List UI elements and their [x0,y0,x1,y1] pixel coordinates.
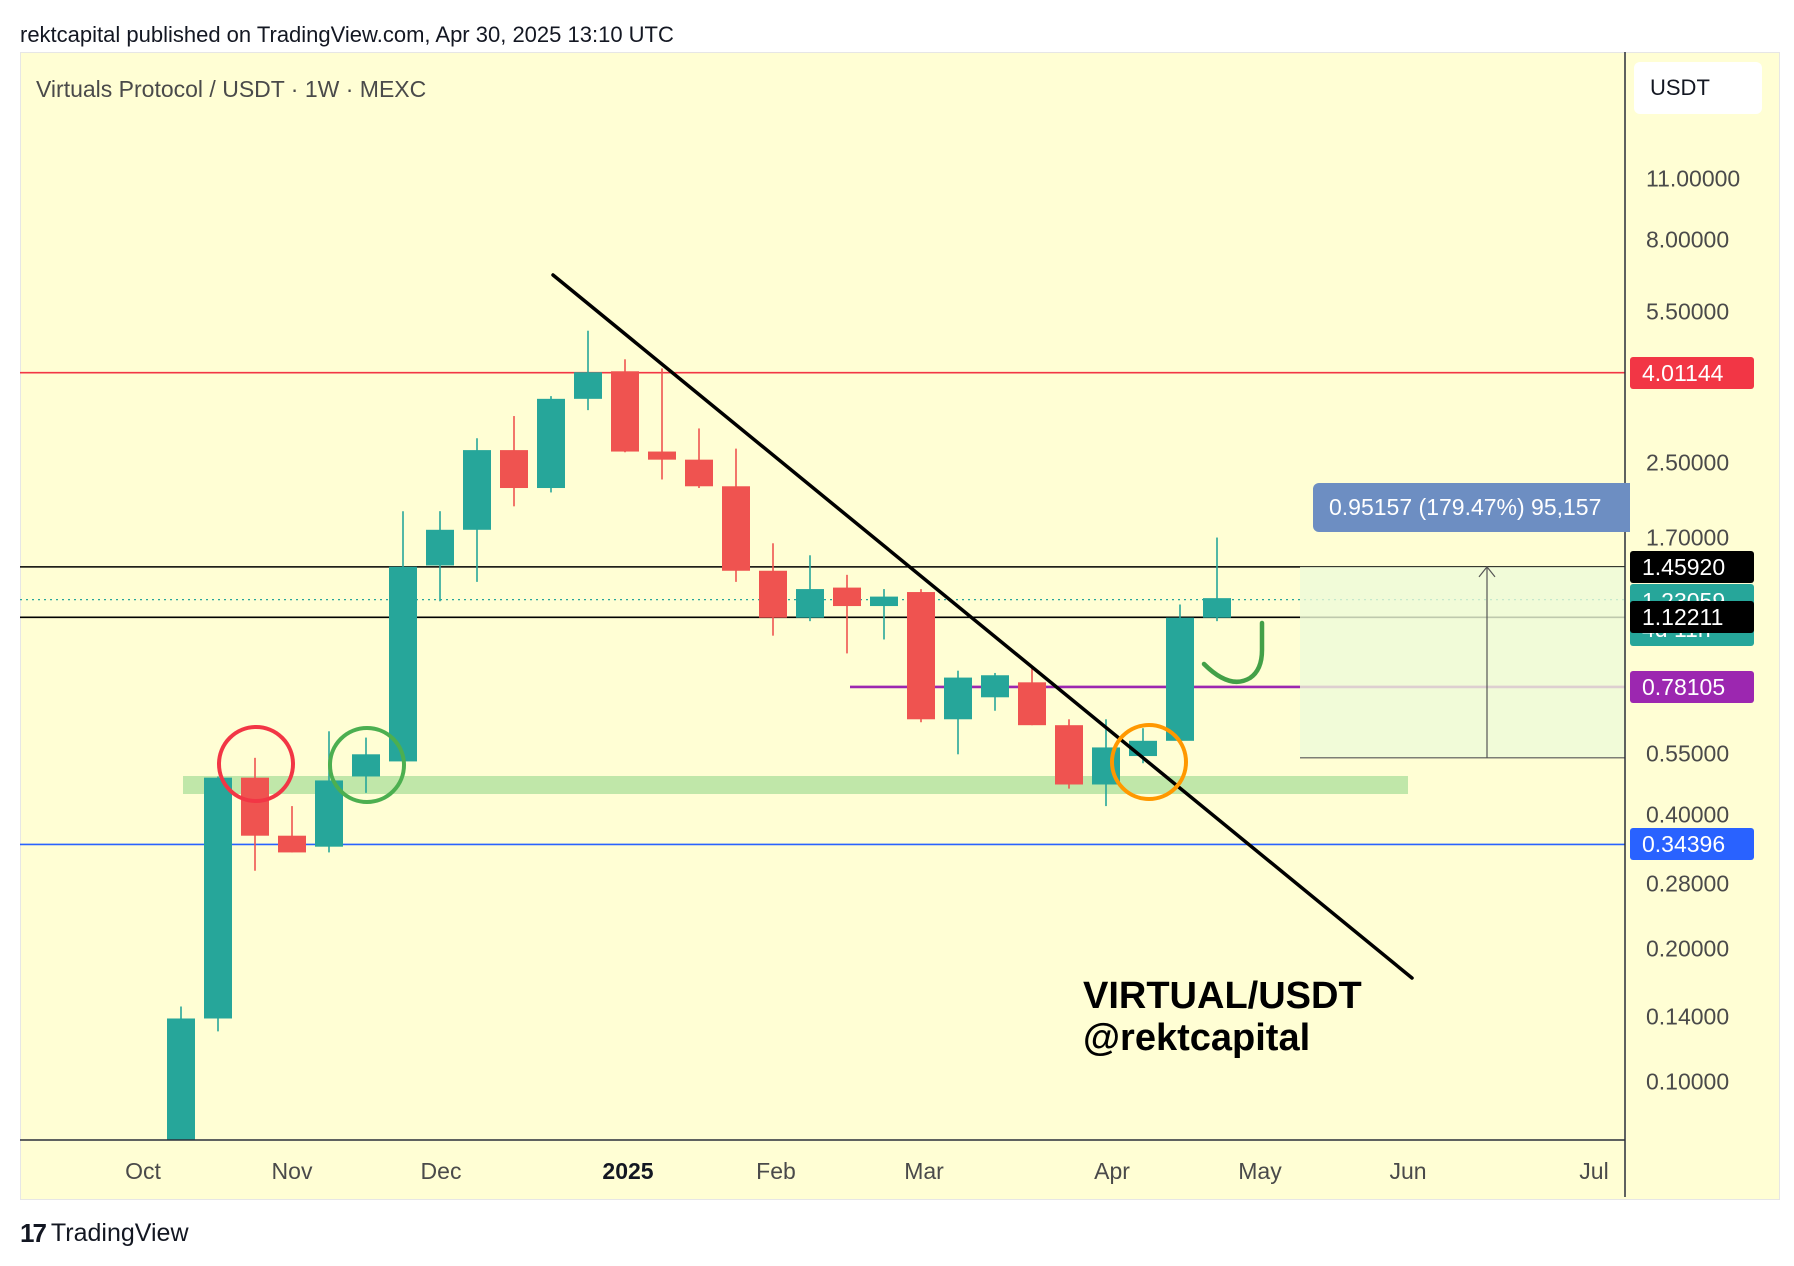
price-tick-label: 8.00000 [1646,226,1730,253]
candle-10[interactable] [537,396,565,493]
candle-23[interactable] [1018,666,1046,726]
measure-tooltip: 0.95157 (179.47%) 95,157 [1313,483,1630,532]
currency-selector[interactable]: USDT [1634,62,1762,114]
price-tick-label: 0.28000 [1646,870,1730,897]
candle-body [241,777,269,836]
candle-27[interactable] [1166,604,1194,745]
candle-body [463,450,491,530]
candle-8[interactable] [463,438,491,582]
candle-body [870,596,898,607]
candle-19[interactable] [870,589,898,640]
candle-body [833,587,861,607]
price-tick-label: 0.20000 [1646,935,1730,962]
measure-arrow-head [1478,565,1496,578]
candle-body [722,486,750,571]
time-tick-label: Apr [1094,1158,1130,1184]
candle-body [389,566,417,762]
price-tick-label: 1.70000 [1646,524,1730,551]
price-tick-label: 5.50000 [1646,298,1730,325]
candle-6[interactable] [389,511,417,766]
price-tick-label: 0.14000 [1646,1003,1730,1030]
candle-2[interactable] [241,757,269,871]
watermark-pair: VIRTUAL/USDT [1083,975,1362,1017]
candle-12[interactable] [611,359,639,453]
candle-13[interactable] [648,368,676,480]
green-circle-marker[interactable] [328,726,406,804]
candle-body [204,777,232,1019]
price-tick-label: 0.55000 [1646,740,1730,767]
candle-22[interactable] [981,672,1009,711]
price-tick-label: 0.40000 [1646,801,1730,828]
candle-body [685,459,713,487]
publish-header: rektcapital published on TradingView.com… [20,22,674,47]
time-tick-label: Dec [420,1158,462,1184]
candle-16[interactable] [759,543,787,636]
candle-body [500,450,528,489]
candle-20[interactable] [907,589,935,723]
candle-0[interactable] [167,1006,195,1140]
candle-body [1203,598,1231,618]
candle-14[interactable] [685,428,713,489]
symbol-title[interactable]: Virtuals Protocol / USDT · 1W · MEXC [36,76,427,102]
candle-9[interactable] [500,416,528,507]
candle-body [278,835,306,853]
price-badge-resistance: 4.01144 [1630,356,1754,389]
orange-circle-marker[interactable] [1110,723,1188,801]
price-badge-range-high: 1.45920 [1630,550,1754,583]
candle-5[interactable] [352,737,380,793]
candle-body [1055,725,1083,785]
green-hook-marker[interactable] [1201,620,1265,684]
candle-body [648,451,676,460]
candle-7[interactable] [426,511,454,602]
candle-body [611,371,639,452]
price-tick-label: 11.00000 [1646,165,1741,192]
time-tick-label: Nov [271,1158,313,1184]
candle-body [1018,682,1046,726]
candle-body [981,675,1009,698]
candle-28[interactable] [1203,537,1231,622]
candle-body [537,398,565,489]
candle-body [352,754,380,777]
time-tick-label: 2025 [602,1158,654,1184]
time-tick-label: Mar [904,1158,944,1184]
candle-body [944,677,972,720]
measure-range[interactable] [1300,566,1625,758]
candle-body [167,1018,195,1140]
time-tick-label: Feb [756,1158,796,1184]
tradingview-logo-text: TradingView [50,1219,189,1247]
candle-body [574,372,602,399]
downtrend-line[interactable] [551,273,1414,980]
red-circle-marker[interactable] [217,725,295,803]
tradingview-logo[interactable]: 17 TradingView [20,1218,189,1249]
watermark-author: @rektcapital [1083,1017,1311,1059]
price-badge-purple-level: 0.78105 [1630,670,1754,703]
candle-body [315,780,343,847]
candle-body [426,529,454,566]
candle-3[interactable] [278,806,306,853]
candle-1[interactable] [204,776,232,1032]
tradingview-logo-icon: 17 [20,1218,47,1248]
candle-24[interactable] [1055,719,1083,789]
time-tick-label: Jul [1579,1158,1609,1184]
candle-21[interactable] [944,670,972,755]
price-badge-range-low: 1.12211 [1630,601,1754,634]
chart-watermark: VIRTUAL/USDT @rektcapital [1083,975,1362,1059]
candle-body [796,589,824,618]
candle-18[interactable] [833,574,861,654]
candle-body [907,592,935,720]
candle-body [1166,617,1194,741]
price-tick-label: 0.10000 [1646,1068,1730,1095]
price-tick-label: 2.50000 [1646,449,1730,476]
candle-4[interactable] [315,731,343,853]
time-tick-label: Jun [1389,1158,1427,1184]
price-badge-support: 0.34396 [1630,828,1754,861]
candle-body [759,570,787,618]
candle-11[interactable] [574,330,602,411]
time-tick-label: May [1238,1158,1282,1184]
time-tick-label: Oct [125,1158,161,1184]
candle-17[interactable] [796,555,824,622]
candle-15[interactable] [722,448,750,582]
